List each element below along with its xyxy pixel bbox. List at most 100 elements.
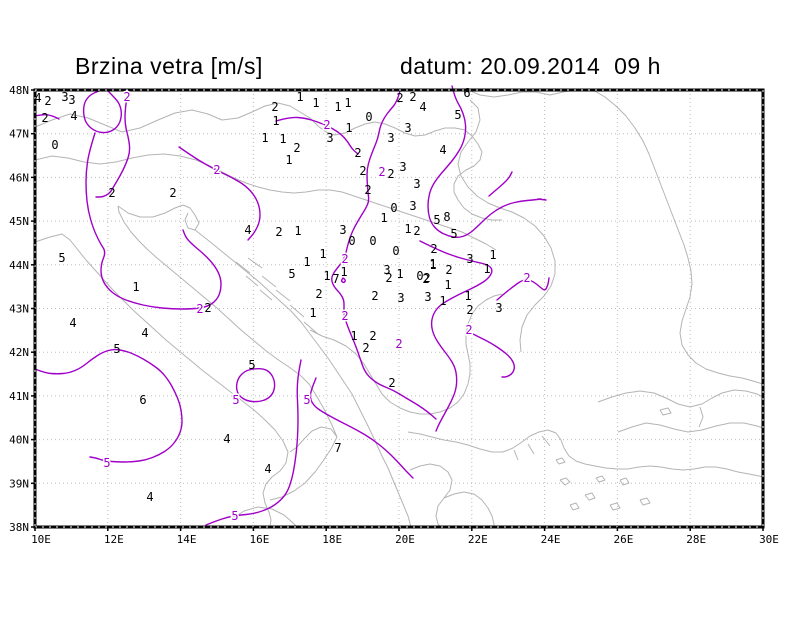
longitude-label: 22E (468, 533, 488, 546)
station-value: 1 (294, 224, 301, 238)
station-value: 3 (424, 290, 431, 304)
latitude-label: 45N (9, 215, 29, 228)
station-value: 3 (404, 121, 411, 135)
station-value: 5 (248, 358, 255, 372)
station-value: 4 (419, 100, 426, 114)
coastline (555, 457, 566, 465)
station-value: 3 (413, 177, 420, 191)
coastline (443, 491, 495, 527)
isoline (468, 331, 516, 378)
coastline (584, 492, 596, 501)
station-value: 2 (275, 225, 282, 239)
coastline (259, 289, 273, 301)
station-value: 5 (433, 213, 440, 227)
coastline (457, 99, 556, 353)
station-value: 1 (429, 257, 436, 271)
station-value: 4 (439, 143, 446, 157)
station-value: 5 (288, 267, 295, 281)
station-value: 1 (340, 265, 347, 279)
map-title: Brzina vetra [m/s] (75, 53, 263, 79)
longitude-label: 12E (104, 533, 124, 546)
isoline-label: 2 (341, 252, 348, 266)
station-value: 2 (422, 272, 429, 286)
coastline (269, 426, 338, 501)
isoline (85, 132, 222, 310)
coastline (231, 506, 298, 528)
station-value: 2 (423, 271, 430, 285)
isoline (178, 146, 261, 241)
coastline (597, 389, 764, 408)
isoline-label: 2 (341, 309, 348, 323)
isoline-label: 2 (378, 165, 385, 179)
isoline (34, 348, 183, 463)
map-datetime: datum: 20.09.2014 09 h (400, 53, 661, 79)
station-value: 2 (387, 167, 394, 181)
isoline (34, 113, 60, 120)
isoline-label: 5 (303, 393, 310, 407)
coastline (619, 477, 630, 486)
longitude-label: 20E (395, 533, 415, 546)
longitude-label: 30E (759, 533, 779, 546)
isoline-label: 2 (123, 90, 130, 104)
coastline (592, 89, 764, 385)
coastline (194, 229, 412, 528)
station-value: 4 (146, 490, 153, 504)
coastline (34, 102, 502, 221)
station-value: 2 (396, 91, 403, 105)
station-value: 2 (385, 271, 392, 285)
station-value: 2 (44, 94, 51, 108)
station-value: 0 (390, 201, 397, 215)
station-value: 2 (354, 146, 361, 160)
longitude-label: 10E (31, 533, 51, 546)
station-value: 2 (388, 376, 395, 390)
station-value: 5 (113, 342, 120, 356)
isoline-label: 2 (196, 302, 203, 316)
station-value: 1 (345, 121, 352, 135)
isoline-label: 2 (395, 337, 402, 351)
station-value: 0 (392, 244, 399, 258)
coastline (617, 422, 764, 433)
isoline (340, 277, 346, 284)
coastline (275, 289, 291, 302)
station-value: 1 (489, 248, 496, 262)
isoline (537, 198, 547, 201)
station-value: 2 (466, 303, 473, 317)
station-value: 5 (450, 227, 457, 241)
isoline (275, 116, 359, 155)
station-value: 4 (223, 432, 230, 446)
latitude-label: 46N (9, 171, 29, 184)
coastline (541, 435, 551, 447)
station-value: 3 (68, 93, 75, 107)
coastline (698, 406, 704, 428)
latitude-label: 42N (9, 346, 29, 359)
coastline (609, 502, 621, 511)
station-value: 5 (454, 108, 461, 122)
isoline-label: 2 (523, 271, 530, 285)
latitude-label: 47N (9, 128, 29, 141)
isoline (95, 95, 131, 198)
coastline (117, 204, 200, 231)
station-value: 6 (139, 393, 146, 407)
coastline (247, 257, 263, 269)
coastline (527, 443, 535, 455)
station-value: 2 (362, 341, 369, 355)
isoline-label: 5 (103, 456, 110, 470)
station-value: 2 (413, 224, 420, 238)
station-value: 1 (344, 96, 351, 110)
station-value: 1 (296, 90, 303, 104)
station-value: 3 (466, 252, 473, 266)
isoline-label: 2 (323, 118, 330, 132)
station-value: 1 (309, 306, 316, 320)
station-value: 1 (350, 329, 357, 343)
station-value: 4 (69, 316, 76, 330)
station-value: 4 (244, 223, 251, 237)
longitude-label: 16E (249, 533, 269, 546)
coastline (235, 261, 251, 274)
coastline (309, 293, 503, 415)
station-value: 3 (495, 301, 502, 315)
coastline (409, 463, 453, 528)
station-value: 2 (204, 301, 211, 315)
coastline (289, 304, 305, 318)
